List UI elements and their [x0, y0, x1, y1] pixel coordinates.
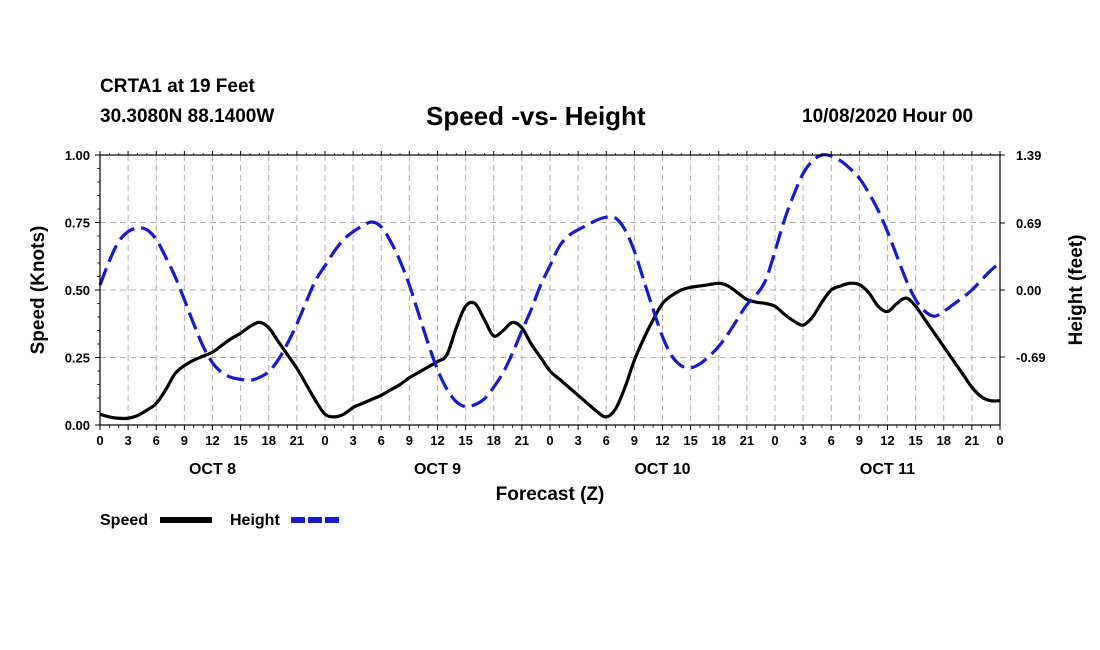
x-tick-label: 15	[683, 433, 697, 448]
x-tick-label: 3	[800, 433, 807, 448]
x-tick-label: 0	[996, 433, 1003, 448]
x-tick-label: 21	[740, 433, 754, 448]
legend: Speed Height	[100, 512, 342, 529]
x-tick-label: 15	[908, 433, 922, 448]
chart-title: Speed -vs- Height	[426, 101, 646, 131]
x-tick-label: 12	[430, 433, 444, 448]
x-tick-label: 3	[350, 433, 357, 448]
series-layer	[98, 153, 1002, 421]
y-left-tick-label: 0.50	[65, 283, 90, 298]
x-axis-label: Forecast (Z)	[496, 484, 605, 505]
x-tick-label: 6	[603, 433, 610, 448]
station-coordinates: 30.3080N 88.1400W	[100, 106, 275, 127]
x-tick-label: 0	[96, 433, 103, 448]
x-tick-label: 15	[458, 433, 472, 448]
axis-ticks: 0 3 6 9 12 15 18 21 0 3 6 9 12 15 18 21 0 3 6 9 12 15 18 21 0 3 6 9…	[65, 148, 1046, 478]
x-tick-label: 0	[546, 433, 553, 448]
y-right-tick-label: 0.00	[1016, 283, 1041, 298]
y-axis-right-label: Height (feet)	[1066, 235, 1087, 346]
x-tick-label: 9	[406, 433, 413, 448]
day-label: OCT 8	[189, 461, 236, 478]
y-left-tick-label: 0.00	[65, 418, 90, 433]
x-tick-label: 18	[937, 433, 951, 448]
y-left-tick-label: 0.75	[65, 216, 90, 231]
y-axis-left-label: Speed (Knots)	[28, 226, 49, 355]
x-tick-label: 6	[828, 433, 835, 448]
y-right-tick-label: -0.69	[1016, 350, 1046, 365]
x-tick-label: 18	[487, 433, 501, 448]
y-right-tick-label: 1.39	[1016, 148, 1041, 163]
x-tick-label: 12	[205, 433, 219, 448]
x-tick-label: 0	[321, 433, 328, 448]
y-right-tick-label: 0.69	[1016, 216, 1041, 231]
forecast-datetime: 10/08/2020 Hour 00	[802, 106, 974, 127]
legend-speed-label: Speed	[100, 512, 148, 529]
legend-height-label: Height	[230, 512, 280, 529]
series-line-height	[98, 153, 1002, 409]
x-tick-label: 21	[965, 433, 979, 448]
x-tick-label: 3	[125, 433, 132, 448]
station-name: CRTA1 at 19 Feet	[100, 76, 255, 97]
x-tick-label: 9	[631, 433, 638, 448]
x-tick-label: 9	[181, 433, 188, 448]
x-tick-label: 18	[262, 433, 276, 448]
x-tick-label: 6	[153, 433, 160, 448]
x-tick-label: 6	[378, 433, 385, 448]
x-tick-label: 18	[712, 433, 726, 448]
day-label: OCT 9	[414, 461, 461, 478]
series-line-speed	[99, 281, 1001, 421]
day-label: OCT 10	[634, 461, 690, 478]
day-label: OCT 11	[860, 461, 915, 478]
x-tick-label: 0	[771, 433, 778, 448]
x-tick-label: 9	[856, 433, 863, 448]
y-left-tick-label: 0.25	[65, 351, 90, 366]
x-tick-label: 15	[233, 433, 247, 448]
x-tick-label: 3	[575, 433, 582, 448]
x-tick-label: 12	[880, 433, 894, 448]
x-tick-label: 12	[655, 433, 669, 448]
x-tick-label: 21	[515, 433, 529, 448]
grid	[100, 155, 1000, 425]
x-tick-label: 21	[290, 433, 304, 448]
y-left-tick-label: 1.00	[65, 148, 90, 163]
